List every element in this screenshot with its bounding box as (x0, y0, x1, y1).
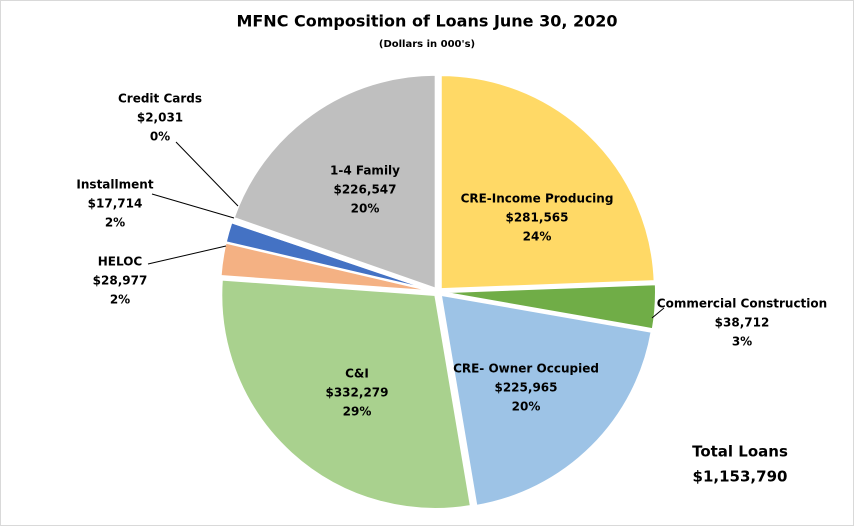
slice-label: 1-4 Family (330, 164, 400, 178)
value-label: $226,547 (333, 183, 396, 197)
chart-subtitle: (Dollars in 000's) (379, 39, 475, 50)
value-label: $225,965 (494, 381, 557, 395)
value-label: $2,031 (137, 111, 183, 125)
percent-label: 0% (150, 130, 170, 144)
percent-label: 29% (343, 405, 372, 419)
percent-label: 20% (512, 400, 541, 414)
pie-slice (220, 278, 473, 510)
percent-label: 2% (105, 216, 125, 230)
pie-slice (439, 74, 656, 291)
slice-label: Credit Cards (118, 92, 202, 106)
percent-label: 2% (110, 293, 130, 307)
value-label: $281,565 (505, 211, 568, 225)
leader-line (151, 193, 235, 219)
pie-slice (439, 293, 653, 508)
leader-line (175, 141, 239, 207)
percent-label: 20% (351, 202, 380, 216)
slice-label: Commercial Construction (657, 297, 827, 311)
value-label: $38,712 (715, 316, 770, 330)
pie-slice (230, 218, 435, 292)
chart-title: MFNC Composition of Loans June 30, 2020 (236, 12, 617, 31)
percent-label: 24% (523, 230, 552, 244)
total-value: $1,153,790 (693, 468, 788, 486)
leader-line (147, 245, 227, 265)
leader-line (651, 307, 665, 319)
percent-label: 3% (732, 335, 752, 349)
value-label: $28,977 (93, 274, 148, 288)
pie-slice (441, 283, 657, 331)
slice-label: Installment (76, 178, 153, 192)
slice-label: C&I (345, 367, 369, 381)
value-label: $17,714 (88, 197, 143, 211)
total-title: Total Loans (692, 443, 788, 461)
slice-label: CRE- Owner Occupied (453, 362, 599, 376)
value-label: $332,279 (325, 386, 388, 400)
slice-label: CRE-Income Producing (461, 192, 614, 206)
slice-label: HELOC (98, 255, 143, 269)
pie-slice (232, 73, 437, 291)
